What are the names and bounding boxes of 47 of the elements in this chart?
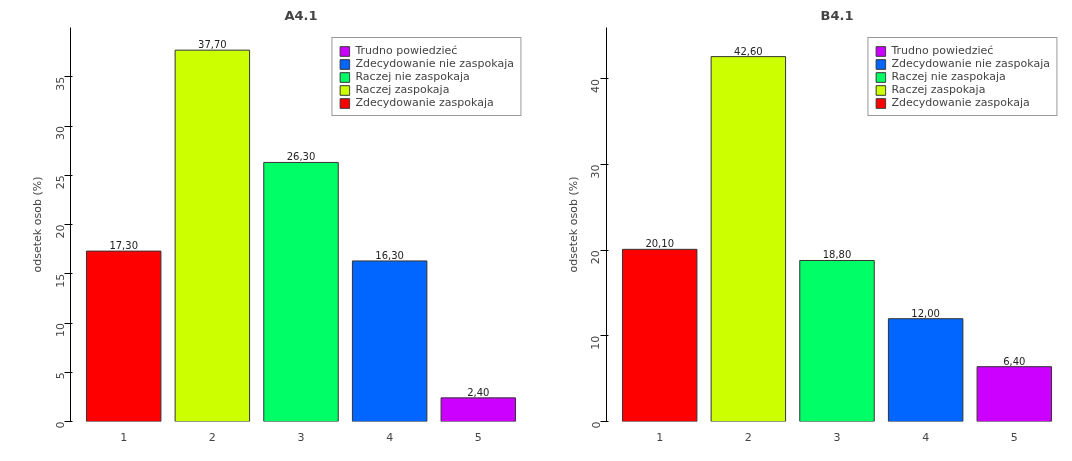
x-tick-label: 5 [1010, 430, 1018, 444]
data-label: 42,60 [734, 45, 763, 57]
data-label: 26,30 [286, 151, 316, 163]
chart-title: A4.1 [284, 7, 318, 23]
y-axis-title: odsetek osob (%) [566, 176, 580, 273]
chart-title: B4.1 [820, 7, 854, 23]
x-tick-label: 3 [297, 430, 305, 444]
legend-label: Trudno powiedzieć [355, 44, 458, 57]
data-label: 17,30 [109, 240, 139, 252]
x-tick-label: 3 [833, 430, 841, 444]
legend-label: Zdecydowanie nie zaspokaja [355, 57, 514, 70]
legend-label: Raczej zaspokaja [355, 83, 450, 96]
data-label: 2,40 [467, 386, 490, 398]
x-tick-label: 4 [922, 430, 930, 444]
x-tick-label: 2 [744, 430, 752, 444]
x-tick-label: 1 [120, 430, 128, 444]
y-tick-label: 20 [589, 250, 603, 265]
legend-label: Raczej zaspokaja [891, 83, 986, 96]
data-label: 16,30 [375, 249, 404, 261]
y-tick-label: 40 [589, 78, 603, 93]
y-axis-title: odsetek osob (%) [30, 176, 44, 273]
y-tick-label: 5 [53, 372, 67, 380]
x-tick-label: 2 [208, 430, 216, 444]
legend-label: Zdecydowanie zaspokaja [891, 96, 1030, 109]
y-tick-label: 30 [589, 164, 603, 179]
legend-label: Zdecydowanie zaspokaja [355, 96, 494, 109]
y-tick-label: 15 [53, 273, 67, 288]
legend-label: Zdecydowanie nie zaspokaja [891, 57, 1050, 70]
y-tick-label: 0 [589, 421, 603, 429]
y-tick-label: 35 [53, 76, 67, 91]
data-label: 12,00 [911, 307, 940, 319]
data-label: 6,40 [1003, 355, 1026, 367]
y-tick-label: 10 [589, 335, 603, 350]
data-label: 20,10 [645, 238, 675, 250]
y-tick-label: 0 [53, 421, 67, 429]
y-tick-label: 30 [53, 126, 67, 140]
data-label: 37,70 [198, 39, 227, 51]
y-tick-label: 25 [53, 175, 67, 190]
x-tick-label: 4 [386, 430, 394, 444]
legend-label: Trudno powiedzieć [891, 44, 994, 57]
data-label: 18,80 [822, 249, 852, 261]
legend-label: Raczej nie zaspokaja [891, 70, 1006, 83]
legend-label: Raczej nie zaspokaja [355, 70, 470, 83]
x-tick-label: 1 [656, 430, 664, 444]
x-tick-label: 5 [474, 430, 482, 444]
y-tick-label: 20 [53, 224, 67, 239]
y-tick-label: 10 [53, 323, 67, 337]
